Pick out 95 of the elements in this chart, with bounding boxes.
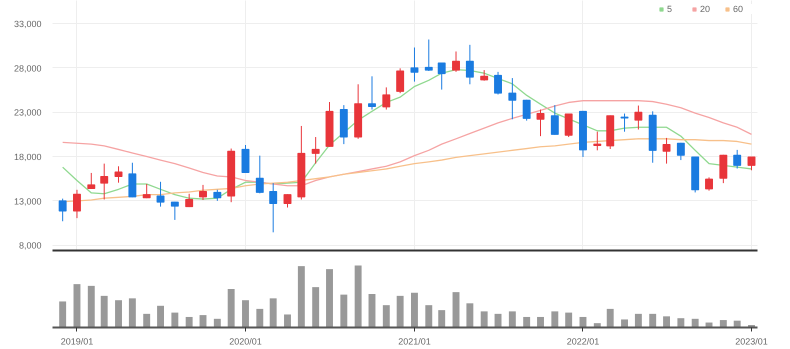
candlestick <box>438 62 446 90</box>
x-tick-label: 2021/01 <box>398 336 431 346</box>
candlestick <box>522 99 531 122</box>
bar <box>382 305 390 328</box>
bar <box>186 316 193 328</box>
bar <box>663 316 670 328</box>
x-tick-label: 2019/01 <box>60 336 94 346</box>
bar <box>74 284 80 328</box>
candlestick <box>242 144 250 174</box>
bar <box>466 303 474 328</box>
bar <box>88 286 95 328</box>
bar <box>354 265 362 328</box>
bar <box>312 287 320 328</box>
bar <box>480 311 488 328</box>
bar <box>143 314 150 328</box>
bar <box>452 292 460 328</box>
bar <box>494 314 502 328</box>
candlestick <box>114 166 122 184</box>
candlestick <box>256 155 264 194</box>
candlestick <box>508 78 516 120</box>
candlestick <box>536 109 544 137</box>
bar <box>242 300 249 328</box>
bar <box>438 310 446 328</box>
bar <box>565 312 572 328</box>
bar <box>649 314 656 328</box>
candlestick <box>284 194 292 208</box>
candlestick <box>733 149 742 169</box>
candlestick <box>156 181 164 208</box>
bar <box>580 316 586 328</box>
y-tick-label: 13,000 <box>14 196 42 206</box>
y-tick-label: 8,000 <box>18 240 42 251</box>
bar <box>100 296 108 328</box>
bar <box>523 316 530 328</box>
candlestick <box>312 136 320 164</box>
bar <box>368 294 376 328</box>
bar <box>677 318 684 328</box>
candlestick <box>410 46 418 82</box>
candlestick <box>213 189 222 202</box>
bar <box>396 296 404 328</box>
x-tick-label: 2022/01 <box>566 336 600 346</box>
candlestick <box>634 105 642 130</box>
legend-label: 60 <box>733 4 744 14</box>
candlestick <box>662 137 671 164</box>
bar <box>228 289 235 328</box>
y-tick-label: 33,000 <box>14 19 42 30</box>
candlestick <box>466 44 474 85</box>
x-tick-label: 2020/01 <box>229 336 262 346</box>
candlestick <box>748 156 756 171</box>
bar <box>537 316 544 328</box>
y-tick-label: 28,000 <box>14 63 42 74</box>
x-tick-label: 2023/01 <box>735 336 768 346</box>
bar <box>256 308 264 328</box>
candlestick <box>58 198 67 222</box>
bar <box>128 298 136 328</box>
bar <box>115 300 122 328</box>
y-tick-label: 18,000 <box>14 152 42 162</box>
candlestick <box>494 71 502 95</box>
candlestick <box>676 142 685 161</box>
candlestick <box>100 163 108 200</box>
candlestick <box>550 104 559 136</box>
bar <box>270 298 277 328</box>
candlestick <box>87 172 96 190</box>
candlestick <box>424 39 433 72</box>
bar <box>551 311 558 328</box>
candlestick <box>199 184 207 200</box>
bar <box>200 315 206 328</box>
candlestick <box>382 86 390 110</box>
bar <box>425 305 432 328</box>
candlestick <box>368 76 376 110</box>
bar <box>59 301 66 328</box>
legend-label: 5 <box>667 4 674 14</box>
candlestick <box>170 201 179 220</box>
y-tick-label: 23,000 <box>14 108 42 118</box>
candlestick <box>128 162 136 198</box>
bar <box>298 266 305 328</box>
bar <box>508 311 516 328</box>
candlestick <box>719 154 728 184</box>
candlestick <box>396 68 404 94</box>
candlestick <box>269 182 278 233</box>
candlestick <box>73 189 81 219</box>
bar <box>284 314 291 328</box>
candlestick <box>620 113 628 132</box>
candlestick <box>142 184 151 199</box>
candlestick <box>452 50 460 72</box>
bar <box>326 269 333 328</box>
candlestick <box>564 113 573 138</box>
bar <box>157 306 164 328</box>
bar <box>411 292 418 328</box>
candlestick <box>185 193 194 208</box>
bar <box>340 294 348 328</box>
candlestick <box>593 131 602 151</box>
legend-label: 20 <box>700 4 712 14</box>
bar <box>634 314 642 328</box>
bar <box>171 312 178 328</box>
candlestick <box>705 176 713 192</box>
